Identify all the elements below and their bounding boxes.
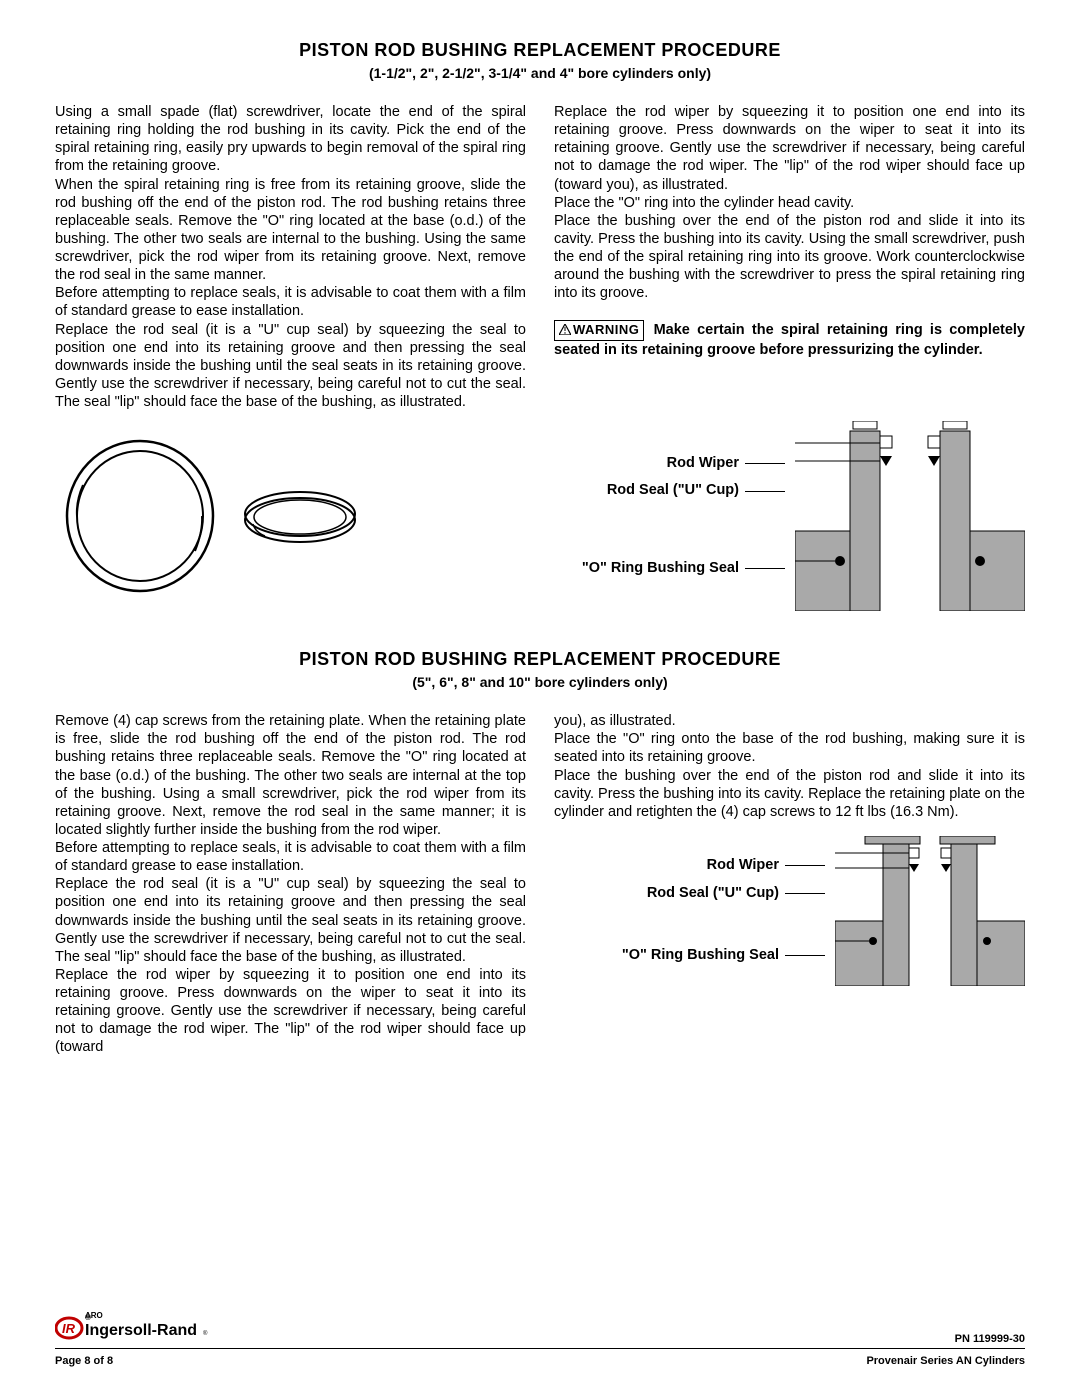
- bushing-cross-section-1-icon: [795, 421, 1025, 611]
- bushing-cross-section-2-icon: [835, 836, 1025, 986]
- section2-right-text: you), as illustrated. Place the "O" ring…: [554, 712, 1025, 821]
- leader-line: [785, 893, 825, 894]
- label-rod-wiper: Rod Wiper: [667, 450, 739, 478]
- section2-title: PISTON ROD BUSHING REPLACEMENT PROCEDURE: [55, 649, 1025, 670]
- label-rod-seal: Rod Seal ("U" Cup): [607, 477, 739, 505]
- svg-text:®: ®: [203, 1330, 208, 1337]
- section2-left-text: Remove (4) cap screws from the retaining…: [55, 712, 526, 1056]
- warning-block: WARNING Make certain the spiral retainin…: [554, 320, 1025, 358]
- spiral-ring-small-icon: [235, 476, 365, 556]
- warning-triangle-icon: [559, 324, 571, 335]
- brand-logo: ARO ® IR Ingersoll-Rand ®: [55, 1308, 225, 1345]
- section1-subtitle: (1-1/2", 2", 2-1/2", 3-1/4" and 4" bore …: [55, 65, 1025, 81]
- label-oring: "O" Ring Bushing Seal: [582, 555, 739, 583]
- ir-logo-icon: ARO ® IR Ingersoll-Rand ®: [55, 1308, 225, 1340]
- footer-product: Provenair Series AN Cylinders: [866, 1355, 1025, 1367]
- svg-text:IR: IR: [62, 1321, 76, 1336]
- section1-right-col: Replace the rod wiper by squeezing it to…: [554, 103, 1025, 411]
- diagram1-labels: Rod Wiper Rod Seal ("U" Cup) "O" Ring Bu…: [375, 450, 785, 583]
- diagram-row-1: Rod Wiper Rod Seal ("U" Cup) "O" Ring Bu…: [55, 421, 1025, 611]
- warning-box: WARNING: [554, 320, 644, 340]
- section2-subtitle: (5", 6", 8" and 10" bore cylinders only): [55, 674, 1025, 690]
- label2-rod-seal: Rod Seal ("U" Cup): [647, 880, 779, 908]
- diagram-row-2: Rod Wiper Rod Seal ("U" Cup) "O" Ring Bu…: [554, 836, 1025, 986]
- page-footer: Page 8 of 8 Provenair Series AN Cylinder…: [55, 1348, 1025, 1367]
- spiral-ring-large-icon: [55, 431, 225, 601]
- warning-label: WARNING: [573, 322, 639, 337]
- part-number: PN 119999-30: [955, 1333, 1025, 1345]
- section1-right-text: Replace the rod wiper by squeezing it to…: [554, 103, 1025, 302]
- svg-text:®: ®: [85, 1313, 91, 1322]
- leader-line: [785, 955, 825, 956]
- section1-title: PISTON ROD BUSHING REPLACEMENT PROCEDURE: [55, 40, 1025, 61]
- section2-columns: Remove (4) cap screws from the retaining…: [55, 712, 1025, 1056]
- label2-oring: "O" Ring Bushing Seal: [622, 942, 779, 970]
- section2-left-col: Remove (4) cap screws from the retaining…: [55, 712, 526, 1056]
- section1-left-text: Using a small spade (flat) screwdriver, …: [55, 103, 526, 411]
- section2-right-col: you), as illustrated. Place the "O" ring…: [554, 712, 1025, 1056]
- svg-text:Ingersoll-Rand: Ingersoll-Rand: [85, 1322, 197, 1339]
- footer-page: Page 8 of 8: [55, 1355, 113, 1367]
- diagram2-labels: Rod Wiper Rod Seal ("U" Cup) "O" Ring Bu…: [622, 852, 825, 970]
- leader-line: [745, 568, 785, 569]
- label2-rod-wiper: Rod Wiper: [707, 852, 779, 880]
- leader-line: [745, 463, 785, 464]
- leader-line: [785, 865, 825, 866]
- section1-columns: Using a small spade (flat) screwdriver, …: [55, 103, 1025, 411]
- leader-line: [745, 491, 785, 492]
- section1-left-col: Using a small spade (flat) screwdriver, …: [55, 103, 526, 411]
